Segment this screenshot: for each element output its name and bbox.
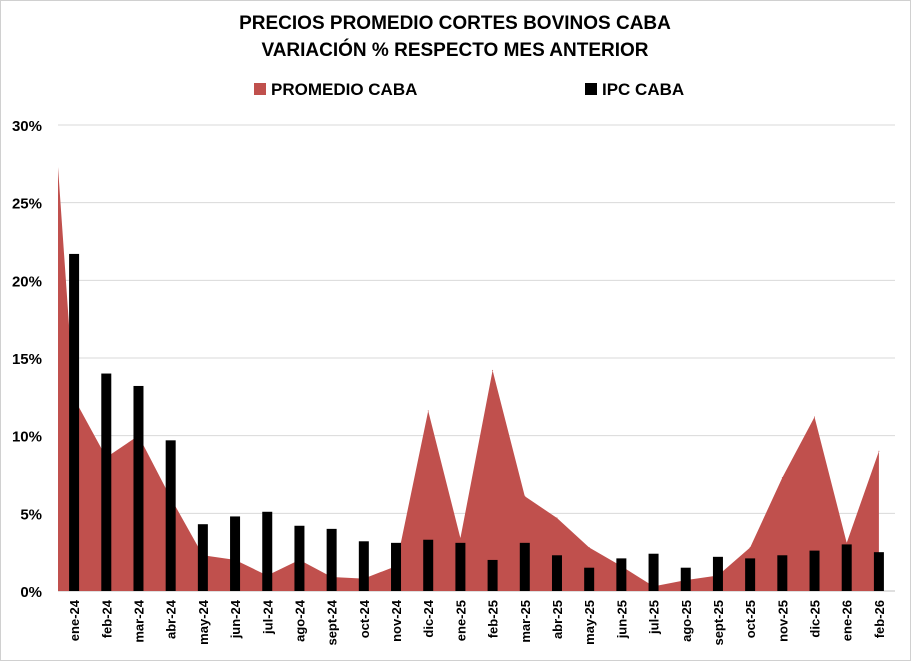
- x-tick-label: jun-25: [614, 600, 629, 639]
- bar-ipc-caba: [551, 555, 562, 591]
- bar-ipc-caba: [294, 525, 305, 591]
- bar-ipc-caba: [841, 544, 852, 591]
- bar-ipc-caba: [648, 553, 659, 591]
- bar-ipc-caba: [391, 542, 402, 591]
- legend: PROMEDIO CABA IPC CABA: [254, 80, 684, 99]
- x-tick-label: abr-25: [550, 600, 565, 639]
- bar-ipc-caba: [326, 528, 337, 591]
- x-tick-label: mar-25: [518, 600, 533, 643]
- bar-ipc-caba: [616, 558, 627, 591]
- area-point: [524, 495, 526, 497]
- area-point: [846, 542, 848, 544]
- area-point: [814, 416, 816, 418]
- bar-ipc-caba: [809, 550, 820, 591]
- x-tick-label: jul-24: [260, 599, 275, 635]
- legend-swatch-ipc: [585, 83, 597, 95]
- x-tick-label: may-24: [196, 599, 211, 645]
- bar-ipc-caba: [101, 373, 112, 591]
- y-tick-label: 25%: [12, 196, 42, 213]
- x-tick-label: nov-25: [775, 600, 790, 642]
- area-point: [749, 547, 751, 549]
- x-tick-label: ago-24: [292, 599, 307, 642]
- x-tick-label: dic-25: [808, 600, 823, 638]
- x-tick-label: jul-25: [647, 600, 662, 635]
- x-tick-label: oct-24: [357, 599, 372, 638]
- y-tick-label: 20%: [12, 273, 42, 290]
- area-point: [492, 369, 494, 371]
- legend-swatch-promedio: [254, 83, 266, 95]
- x-tick-label: may-25: [582, 600, 597, 645]
- bar-ipc-caba: [423, 539, 434, 591]
- x-tick-label: ene-25: [453, 600, 468, 641]
- bar-ipc-caba: [745, 558, 756, 591]
- bar-ipc-caba: [133, 385, 144, 591]
- bar-ipc-caba: [584, 567, 595, 591]
- area-point: [878, 450, 880, 452]
- bar-ipc-caba: [873, 552, 884, 591]
- y-tick-label: 5%: [20, 506, 42, 523]
- bar-ipc-caba: [165, 440, 176, 591]
- x-tick-label: dic-24: [421, 599, 436, 637]
- y-tick-label: 30%: [12, 118, 42, 135]
- x-tick-label: nov-24: [389, 599, 404, 642]
- bar-ipc-caba: [262, 511, 273, 591]
- x-tick-label: ago-25: [679, 600, 694, 642]
- bar-ipc-caba: [358, 541, 369, 591]
- bar-ipc-caba: [487, 559, 498, 591]
- x-tick-label: mar-24: [131, 599, 146, 642]
- area-point: [588, 547, 590, 549]
- bar-ipc-caba: [455, 542, 466, 591]
- bar-ipc-caba: [69, 253, 80, 591]
- bar-ipc-caba: [680, 567, 691, 591]
- chart-title-line2: VARIACIÓN % RESPECTO MES ANTERIOR: [261, 39, 648, 61]
- x-tick-label: ene-24: [67, 599, 82, 641]
- legend-label-ipc: IPC CABA: [602, 80, 684, 99]
- area-point: [556, 517, 558, 519]
- bar-ipc-caba: [230, 516, 241, 591]
- y-tick-label: 0%: [20, 584, 42, 601]
- x-tick-label: feb-24: [99, 599, 114, 638]
- area-point: [427, 410, 429, 412]
- x-tick-label: sept-25: [711, 600, 726, 646]
- area-point: [781, 477, 783, 479]
- x-tick-label: abr-24: [164, 599, 179, 639]
- bar-ipc-caba: [777, 555, 788, 591]
- y-tick-label: 10%: [12, 429, 42, 446]
- x-tick-label: feb-25: [486, 600, 501, 638]
- bar-ipc-caba: [712, 556, 723, 591]
- legend-label-promedio: PROMEDIO CABA: [271, 80, 417, 99]
- chart-title-line1: PRECIOS PROMEDIO CORTES BOVINOS CABA: [239, 13, 671, 34]
- x-tick-label: jun-24: [228, 599, 243, 639]
- bar-ipc-caba: [519, 542, 530, 591]
- y-tick-label: 15%: [12, 351, 42, 368]
- x-tick-label: ene-26: [840, 600, 855, 641]
- x-tick-label: sept-24: [325, 599, 340, 645]
- bar-ipc-caba: [197, 524, 208, 591]
- area-point: [459, 537, 461, 539]
- x-tick-label: oct-25: [743, 600, 758, 638]
- x-tick-label: feb-26: [872, 600, 887, 638]
